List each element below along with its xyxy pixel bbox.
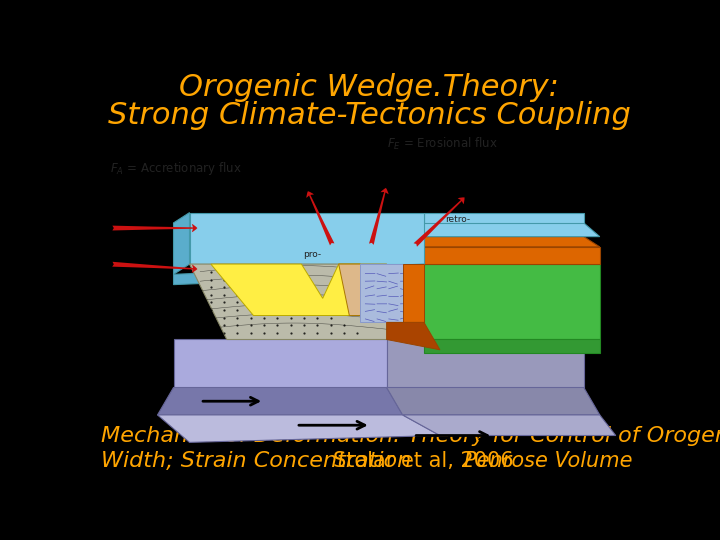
- Text: Mechanics of Deformation: Theory for Control of Orogen: Mechanics of Deformation: Theory for Con…: [101, 426, 720, 446]
- Polygon shape: [424, 247, 600, 264]
- Polygon shape: [387, 388, 600, 415]
- Polygon shape: [338, 264, 387, 315]
- Text: retro-: retro-: [445, 215, 470, 224]
- Text: Width; Strain Concentration: Width; Strain Concentration: [101, 451, 411, 471]
- Text: Strong Climate-Tectonics Coupling: Strong Climate-Tectonics Coupling: [107, 101, 631, 130]
- Polygon shape: [158, 415, 440, 442]
- Polygon shape: [387, 264, 424, 340]
- Polygon shape: [424, 223, 600, 237]
- Polygon shape: [402, 415, 616, 435]
- Polygon shape: [211, 264, 360, 315]
- Polygon shape: [189, 264, 424, 340]
- Polygon shape: [387, 340, 584, 388]
- Polygon shape: [174, 213, 189, 274]
- Text: Stolar et al, 2006: Stolar et al, 2006: [333, 451, 520, 471]
- Polygon shape: [387, 322, 440, 350]
- Text: Penrose Volume: Penrose Volume: [464, 451, 632, 471]
- Polygon shape: [424, 340, 600, 353]
- Polygon shape: [158, 388, 402, 415]
- Polygon shape: [174, 264, 424, 285]
- Polygon shape: [424, 264, 600, 340]
- Polygon shape: [189, 213, 424, 264]
- Polygon shape: [174, 340, 387, 388]
- Text: $\mathit{F_E}$ = Erosional flux: $\mathit{F_E}$ = Erosional flux: [387, 136, 498, 152]
- Polygon shape: [424, 213, 584, 223]
- Text: Orogenic Wedge.Theory:: Orogenic Wedge.Theory:: [179, 73, 559, 102]
- Text: pro-: pro-: [303, 250, 321, 259]
- Polygon shape: [360, 264, 424, 322]
- Text: $\mathit{F_A}$ = Accretionary flux: $\mathit{F_A}$ = Accretionary flux: [109, 159, 241, 177]
- Polygon shape: [408, 237, 600, 247]
